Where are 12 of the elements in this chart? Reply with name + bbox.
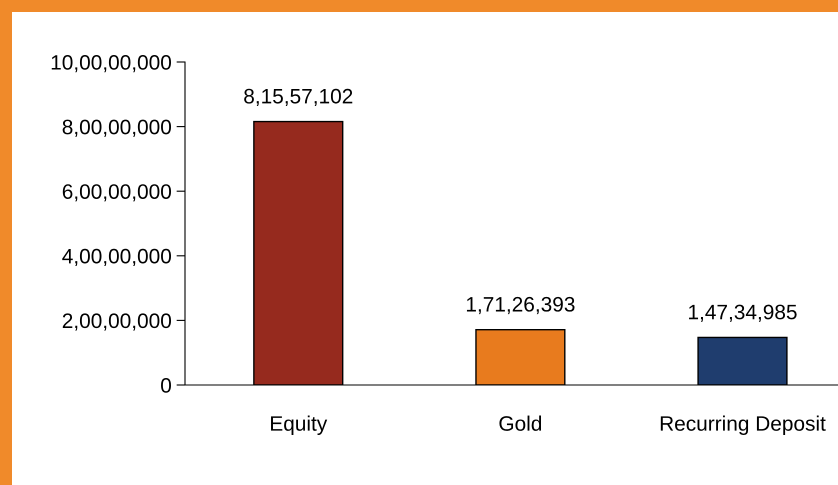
data-label: 8,15,57,102 xyxy=(244,88,352,106)
y-tick-label: 8,00,00,000 xyxy=(62,120,171,137)
y-tick-label: 4,00,00,000 xyxy=(62,248,171,266)
y-tick-label: 10,00,00,000 xyxy=(52,55,172,72)
x-tick-label: Recurring Deposit xyxy=(660,416,826,435)
y-tick-label: 2,00,00,000 xyxy=(62,313,171,331)
data-label: 1,47,34,985 xyxy=(689,304,797,322)
data-label: 1,71,26,393 xyxy=(466,296,574,314)
y-tick-label: 0 xyxy=(161,378,171,393)
x-tick-label: Equity xyxy=(271,416,328,435)
x-tick-label: Gold xyxy=(499,416,542,431)
y-tick-label: 6,00,00,000 xyxy=(62,184,171,202)
